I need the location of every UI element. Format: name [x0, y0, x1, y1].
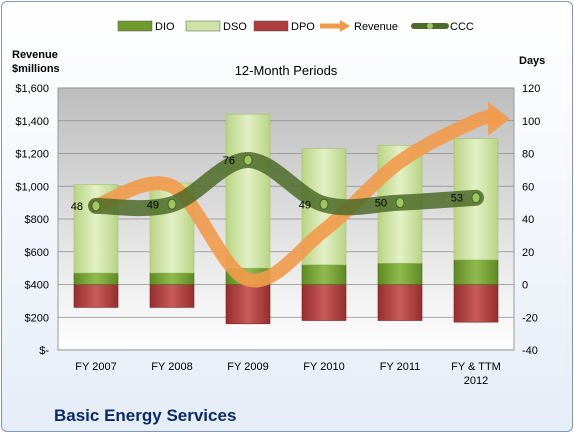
ccc-point [471, 192, 481, 204]
category-label: FY 2008 [151, 361, 192, 373]
left-tick-label: $1,600 [15, 83, 49, 95]
right-tick-label: -40 [522, 345, 538, 357]
dio-bar [377, 262, 423, 285]
legend-label-revenue: Revenue [354, 21, 398, 33]
dpo-bar [377, 284, 423, 321]
right-tick-label: 40 [522, 214, 534, 226]
category-label: FY 2011 [380, 361, 421, 373]
left-tick-label: $1,200 [15, 149, 49, 161]
ccc-data-label: 48 [71, 201, 83, 213]
left-tick-label: $800 [25, 214, 49, 226]
left-axis-title-unit: $millions [12, 63, 60, 75]
dpo-bar [149, 284, 195, 308]
ccc-data-label: 53 [451, 193, 463, 205]
dio-bar [453, 259, 499, 285]
ccc-point [395, 197, 405, 209]
right-tick-label: -20 [522, 312, 538, 324]
revenue-arrowhead [488, 101, 510, 136]
category-label: FY 2007 [75, 361, 116, 373]
dpo-bar [73, 284, 119, 308]
revenue-line [89, 110, 501, 288]
legend-swatch-dso [185, 20, 221, 32]
ccc-point [91, 200, 101, 212]
right-tick-label: 80 [522, 149, 534, 161]
legend-label-dio: DIO [155, 21, 175, 33]
right-tick-label: 120 [522, 83, 540, 95]
legend-label-dso: DSO [223, 21, 247, 33]
right-axis-title: Days [519, 55, 545, 67]
ccc-data-label: 76 [223, 155, 235, 167]
category-label: FY 2010 [303, 361, 344, 373]
left-tick-label: $400 [25, 280, 49, 292]
legend-swatch-revenue-head [340, 20, 350, 32]
right-tick-label: 20 [522, 247, 534, 259]
legend-label-ccc: CCC [450, 21, 474, 33]
left-tick-label: $1,400 [15, 116, 49, 128]
legend-swatch-dpo [253, 20, 289, 32]
right-tick-label: 60 [522, 181, 534, 193]
dpo-bar [225, 284, 271, 325]
legend-label-dpo: DPO [291, 21, 315, 33]
chart-title: 12-Month Periods [235, 63, 338, 78]
ccc-point [243, 154, 253, 166]
left-axis-title: Revenue [12, 49, 58, 61]
dpo-bar [301, 284, 347, 321]
dio-bar [73, 272, 119, 285]
legend-swatch-ccc-marker [427, 23, 433, 29]
category-label: FY 2009 [227, 361, 268, 373]
left-tick-label: $- [39, 345, 49, 357]
right-tick-label: 100 [522, 116, 540, 128]
dio-bar [301, 264, 347, 285]
right-tick-label: 0 [522, 280, 528, 292]
legend-swatch-dio [117, 20, 153, 32]
ccc-point [319, 198, 329, 210]
ccc-line [88, 152, 484, 217]
category-label: FY & TTM [451, 361, 501, 373]
left-tick-label: $600 [25, 247, 49, 259]
ccc-data-label: 49 [299, 199, 311, 211]
ccc-point [167, 198, 177, 210]
ccc-data-label: 50 [375, 198, 387, 210]
dso-bar [225, 113, 271, 269]
ccc-data-label: 49 [147, 199, 159, 211]
dpo-bar [453, 284, 499, 323]
category-label: 2012 [464, 375, 488, 387]
legend: DIO DSO DPO Revenue CCC [117, 20, 474, 33]
left-tick-label: $200 [25, 312, 49, 324]
dio-bar [149, 272, 195, 285]
company-name: Basic Energy Services [54, 406, 237, 425]
left-tick-label: $1,000 [15, 181, 49, 193]
